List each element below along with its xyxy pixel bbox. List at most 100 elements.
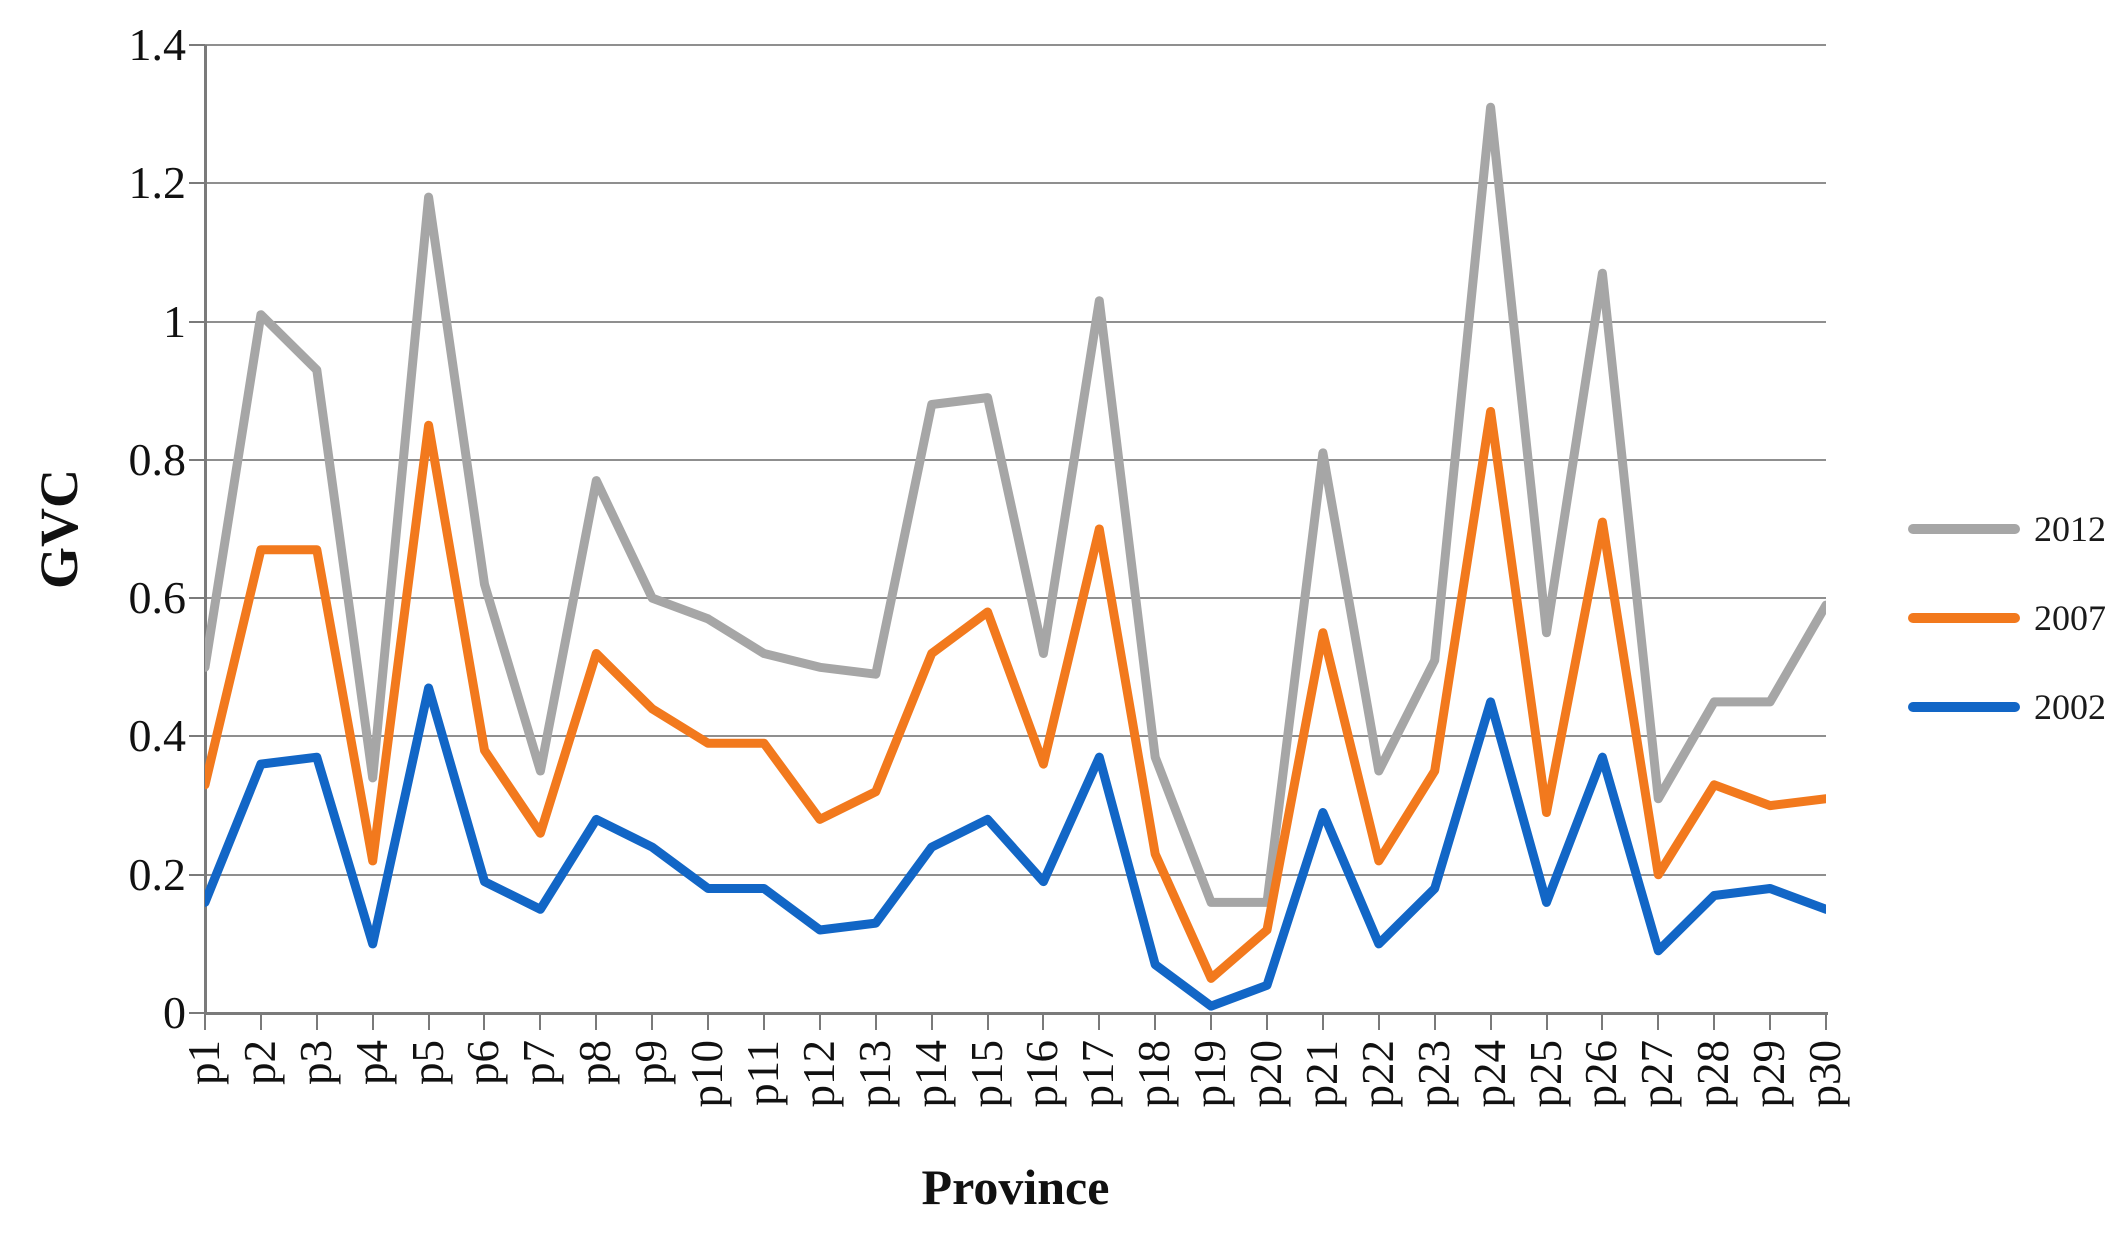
x-tick-label-p30: p30 — [1800, 1040, 1850, 1108]
y-tick-1 — [189, 320, 205, 323]
y-tick-0 — [189, 1012, 205, 1014]
x-tick-p26 — [1601, 1015, 1604, 1030]
x-tick-label-p7: p7 — [514, 1040, 565, 1085]
x-tick-label-p9: p9 — [626, 1040, 677, 1085]
x-tick-label-p19: p19 — [1185, 1040, 1236, 1108]
gridline-1.2 — [205, 182, 1826, 185]
x-tick-p10 — [707, 1015, 710, 1030]
x-tick-label-p18: p18 — [1129, 1040, 1180, 1108]
y-tick-0.4 — [189, 735, 205, 738]
x-axis-line — [204, 1012, 1828, 1015]
x-tick-p29 — [1769, 1015, 1772, 1030]
x-tick-p24 — [1489, 1015, 1492, 1030]
x-tick-label-p11: p11 — [737, 1040, 788, 1106]
x-tick-p18 — [1154, 1015, 1157, 1030]
x-tick-label-p10: p10 — [682, 1040, 733, 1108]
x-tick-label-p27: p27 — [1632, 1040, 1683, 1108]
x-tick-label-p13: p13 — [849, 1040, 900, 1108]
series-line-2002 — [205, 683, 1826, 1011]
x-tick-p5 — [427, 1015, 430, 1030]
y-tick-label-1.4: 1.4 — [128, 19, 187, 70]
y-tick-1.2 — [189, 182, 205, 185]
gridline-1 — [205, 320, 1826, 323]
y-tick-1.4 — [189, 44, 205, 46]
x-tick-p22 — [1377, 1015, 1380, 1030]
y-axis-line — [204, 45, 207, 1015]
x-tick-label-p14: p14 — [905, 1040, 956, 1108]
x-tick-p2 — [259, 1015, 262, 1030]
x-tick-label-p5: p5 — [402, 1040, 453, 1085]
legend-swatch-2012 — [1908, 524, 2020, 534]
x-tick-label-p25: p25 — [1520, 1040, 1571, 1108]
x-tick-label-p1: p1 — [179, 1040, 229, 1085]
x-tick-p3 — [315, 1015, 318, 1030]
x-tick-label-p21: p21 — [1296, 1040, 1347, 1108]
legend-swatch-2007 — [1908, 613, 2020, 623]
x-tick-label-p6: p6 — [458, 1040, 509, 1085]
x-tick-label-p24: p24 — [1464, 1040, 1515, 1108]
legend-item-2002: 2002 — [1908, 686, 2106, 728]
legend-swatch-2002 — [1908, 702, 2020, 712]
legend-label-2007: 2007 — [2034, 598, 2106, 638]
x-tick-p15 — [986, 1015, 989, 1030]
x-tick-label-p29: p29 — [1744, 1040, 1795, 1108]
x-axis-title: Province — [921, 1159, 1110, 1215]
x-tick-p7 — [539, 1015, 542, 1030]
x-tick-label-p15: p15 — [961, 1040, 1012, 1108]
x-tick-p8 — [595, 1015, 598, 1030]
legend-item-2007: 2007 — [1908, 597, 2106, 639]
x-tick-label-p4: p4 — [346, 1040, 397, 1085]
x-tick-label-p8: p8 — [570, 1040, 621, 1085]
gridline-0.6 — [205, 597, 1826, 600]
x-tick-p23 — [1433, 1015, 1436, 1030]
y-tick-label-0: 0 — [163, 987, 186, 1038]
y-tick-0.2 — [189, 873, 205, 876]
series-line-2007 — [205, 407, 1826, 983]
x-tick-p4 — [371, 1015, 374, 1030]
y-tick-label-1.2: 1.2 — [128, 157, 187, 209]
x-tick-p25 — [1545, 1015, 1548, 1030]
x-tick-p12 — [818, 1015, 821, 1030]
x-tick-label-p20: p20 — [1241, 1040, 1292, 1108]
x-tick-p27 — [1657, 1015, 1660, 1030]
x-tick-label-p16: p16 — [1017, 1040, 1068, 1108]
x-tick-label-p23: p23 — [1408, 1040, 1459, 1108]
y-tick-label-0.2: 0.2 — [128, 848, 187, 900]
y-tick-label-0.4: 0.4 — [128, 710, 187, 762]
x-tick-p20 — [1266, 1015, 1269, 1030]
x-tick-p28 — [1713, 1015, 1716, 1030]
x-tick-p9 — [651, 1015, 654, 1030]
x-tick-label-p22: p22 — [1352, 1040, 1403, 1108]
y-tick-0.6 — [189, 597, 205, 600]
y-axis-title: GVC — [29, 469, 89, 589]
x-tick-p17 — [1098, 1015, 1101, 1030]
legend-label-2002: 2002 — [2034, 687, 2106, 727]
x-tick-label-p3: p3 — [290, 1040, 341, 1085]
x-tick-label-p2: p2 — [234, 1040, 285, 1085]
legend-label-2012: 2012 — [2034, 509, 2106, 549]
x-tick-p19 — [1210, 1015, 1213, 1030]
x-tick-p30 — [1825, 1015, 1827, 1030]
y-tick-0.8 — [189, 458, 205, 461]
y-tick-label-1: 1 — [163, 295, 186, 347]
plot-area — [205, 102, 1826, 1011]
x-tick-p1 — [204, 1015, 206, 1030]
x-tick-p6 — [483, 1015, 486, 1030]
x-tick-label-p28: p28 — [1688, 1040, 1739, 1108]
x-tick-label-p12: p12 — [793, 1040, 844, 1108]
gridline-0.4 — [205, 735, 1826, 738]
x-tick-label-p17: p17 — [1073, 1040, 1124, 1108]
y-tick-label-0.6: 0.6 — [128, 572, 187, 624]
legend: 2012 2007 2002 — [1908, 508, 2106, 775]
x-tick-p11 — [762, 1015, 765, 1030]
x-tick-p16 — [1042, 1015, 1045, 1030]
x-tick-p13 — [874, 1015, 877, 1030]
x-tick-label-p26: p26 — [1576, 1040, 1627, 1108]
x-tick-p14 — [930, 1015, 933, 1030]
gridline-0.8 — [205, 458, 1826, 461]
legend-item-2012: 2012 — [1908, 508, 2106, 550]
gridline-1.4 — [205, 44, 1826, 46]
gridline-0.2 — [205, 873, 1826, 876]
series-line-2012 — [205, 102, 1826, 907]
